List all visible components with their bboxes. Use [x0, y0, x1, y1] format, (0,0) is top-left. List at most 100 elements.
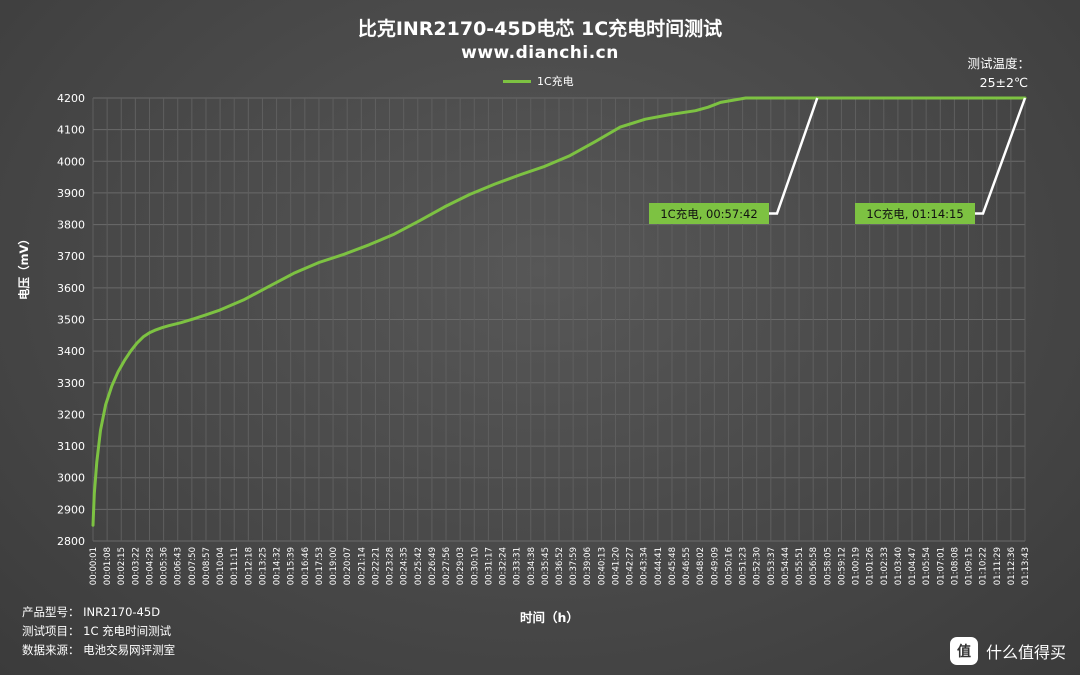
x-tick-label: 00:39:06 — [583, 547, 593, 585]
x-tick-label: 00:26:49 — [428, 547, 438, 585]
x-tick-label: 01:05:54 — [922, 547, 932, 585]
x-tick-label: 00:12:18 — [244, 547, 254, 585]
x-tick-label: 00:07:50 — [188, 547, 198, 585]
x-tick-label: 00:34:38 — [527, 547, 537, 585]
x-tick-label: 00:22:21 — [371, 547, 381, 585]
x-tick-label: 01:02:33 — [880, 547, 890, 585]
x-tick-label: 00:36:52 — [555, 547, 565, 585]
x-tick-label: 00:48:02 — [696, 547, 706, 585]
x-tick-label: 00:03:22 — [131, 547, 141, 585]
temperature-value: 25±2℃ — [979, 75, 1028, 90]
y-tick-label: 3000 — [57, 472, 85, 485]
x-tick-label: 00:42:27 — [626, 547, 636, 585]
annotation-box — [855, 203, 975, 224]
y-tick-label: 2900 — [57, 503, 85, 516]
x-tick-label: 00:35:45 — [541, 547, 551, 585]
x-tick-label: 00:20:07 — [343, 547, 353, 585]
x-tick-label: 00:58:05 — [823, 547, 833, 585]
x-tick-label: 00:31:17 — [484, 547, 494, 585]
temperature-label: 测试温度： — [967, 56, 1030, 71]
x-tick-label: 00:37:59 — [569, 547, 579, 585]
annotation-leader-line — [769, 97, 819, 215]
chart-title: 比克INR2170-45D电芯 1C充电时间测试 — [357, 18, 723, 40]
x-tick-label: 00:00:01 — [89, 547, 99, 585]
x-tick-label: 00:10:04 — [216, 547, 226, 585]
x-tick-label: 00:19:00 — [329, 547, 339, 585]
x-tick-label: 00:56:58 — [809, 547, 819, 585]
x-tick-label: 00:55:51 — [795, 547, 805, 585]
x-tick-label: 01:00:19 — [852, 547, 862, 585]
y-tick-label: 4000 — [57, 155, 85, 168]
x-tick-label: 00:01:08 — [103, 547, 113, 585]
x-tick-label: 00:17:53 — [315, 547, 325, 585]
annotation-leader-line — [975, 97, 1027, 215]
footer-model: 产品型号： INR2170-45D — [22, 605, 161, 619]
y-tick-label: 3500 — [57, 314, 85, 327]
x-tick-label: 00:51:23 — [739, 547, 749, 585]
x-tick-label: 01:01:26 — [866, 547, 876, 585]
x-tick-label: 00:33:31 — [513, 547, 523, 585]
y-tick-label: 3800 — [57, 219, 85, 232]
brand-logo-icon: 值 — [949, 637, 978, 665]
x-tick-label: 00:59:12 — [837, 547, 847, 585]
x-tick-label: 00:06:43 — [174, 547, 184, 585]
y-tick-label: 3900 — [57, 187, 85, 200]
x-tick-label: 00:32:24 — [499, 547, 509, 585]
chart-legend: 1C充电 — [503, 73, 574, 89]
x-tick-label: 00:41:20 — [611, 547, 621, 585]
y-tick-label: 4100 — [57, 124, 85, 137]
x-tick-label: 00:05:36 — [160, 547, 170, 585]
y-tick-label: 3600 — [57, 282, 85, 295]
y-tick-label: 4200 — [57, 92, 85, 105]
x-tick-label: 00:29:03 — [456, 547, 466, 585]
x-tick-label: 01:03:40 — [894, 547, 904, 585]
y-tick-label: 2800 — [57, 535, 85, 548]
annotation-label: 1C充电, 01:14:15 — [866, 207, 963, 221]
y-tick-label: 3400 — [57, 345, 85, 358]
x-tick-label: 00:24:35 — [400, 547, 410, 585]
x-tick-label: 00:23:28 — [386, 547, 396, 585]
x-tick-label: 00:21:14 — [357, 547, 367, 585]
annotation-label: 1C充电, 00:57:42 — [660, 207, 757, 221]
x-tick-label: 00:40:13 — [597, 547, 607, 585]
annotation-box — [649, 203, 769, 224]
x-tick-label: 00:11:11 — [230, 547, 240, 585]
x-tick-label: 01:04:47 — [908, 547, 918, 585]
x-tick-label: 01:07:01 — [936, 547, 946, 585]
x-tick-label: 00:13:25 — [258, 547, 268, 585]
brand-watermark: 值 什么值得买 — [949, 637, 1066, 665]
x-tick-label: 00:25:42 — [414, 547, 424, 585]
footer-test-item: 测试项目： 1C 充电时间测试 — [22, 624, 172, 638]
x-tick-label: 00:16:46 — [301, 547, 311, 585]
footer-source: 数据来源： 电池交易网评测室 — [22, 643, 176, 657]
x-tick-label: 00:14:32 — [273, 547, 283, 585]
series-line — [91, 96, 1027, 527]
x-tick-label: 00:04:29 — [145, 547, 155, 585]
x-tick-label: 00:45:48 — [668, 547, 678, 585]
y-tick-label: 3700 — [57, 250, 85, 263]
x-tick-label: 01:13:43 — [1021, 547, 1031, 585]
x-tick-label: 00:02:15 — [117, 547, 127, 585]
chart-subtitle: www.dianchi.cn — [461, 43, 619, 63]
x-tick-label: 00:49:09 — [710, 547, 720, 585]
x-tick-label: 00:54:44 — [781, 547, 791, 585]
legend-swatch — [503, 79, 531, 83]
x-tick-label: 01:12:36 — [1007, 547, 1017, 585]
x-tick-label: 00:52:30 — [753, 547, 763, 585]
x-tick-label: 01:08:08 — [950, 547, 960, 585]
x-tick-label: 00:44:41 — [654, 547, 664, 585]
x-tick-label: 01:09:15 — [965, 547, 975, 585]
y-tick-label: 3100 — [57, 440, 85, 453]
x-tick-label: 01:10:22 — [979, 547, 989, 585]
y-tick-label: 3300 — [57, 377, 85, 390]
legend-label: 1C充电 — [537, 75, 574, 88]
brand-text: 什么值得买 — [985, 643, 1066, 662]
x-tick-label: 00:50:16 — [724, 547, 734, 585]
y-tick-label: 3200 — [57, 408, 85, 421]
x-tick-label: 00:30:10 — [470, 547, 480, 585]
x-tick-label: 00:53:37 — [767, 547, 777, 585]
x-tick-label: 00:08:57 — [202, 547, 212, 585]
x-axis-title: 时间（h） — [520, 610, 579, 625]
x-tick-label: 00:46:55 — [682, 547, 692, 585]
